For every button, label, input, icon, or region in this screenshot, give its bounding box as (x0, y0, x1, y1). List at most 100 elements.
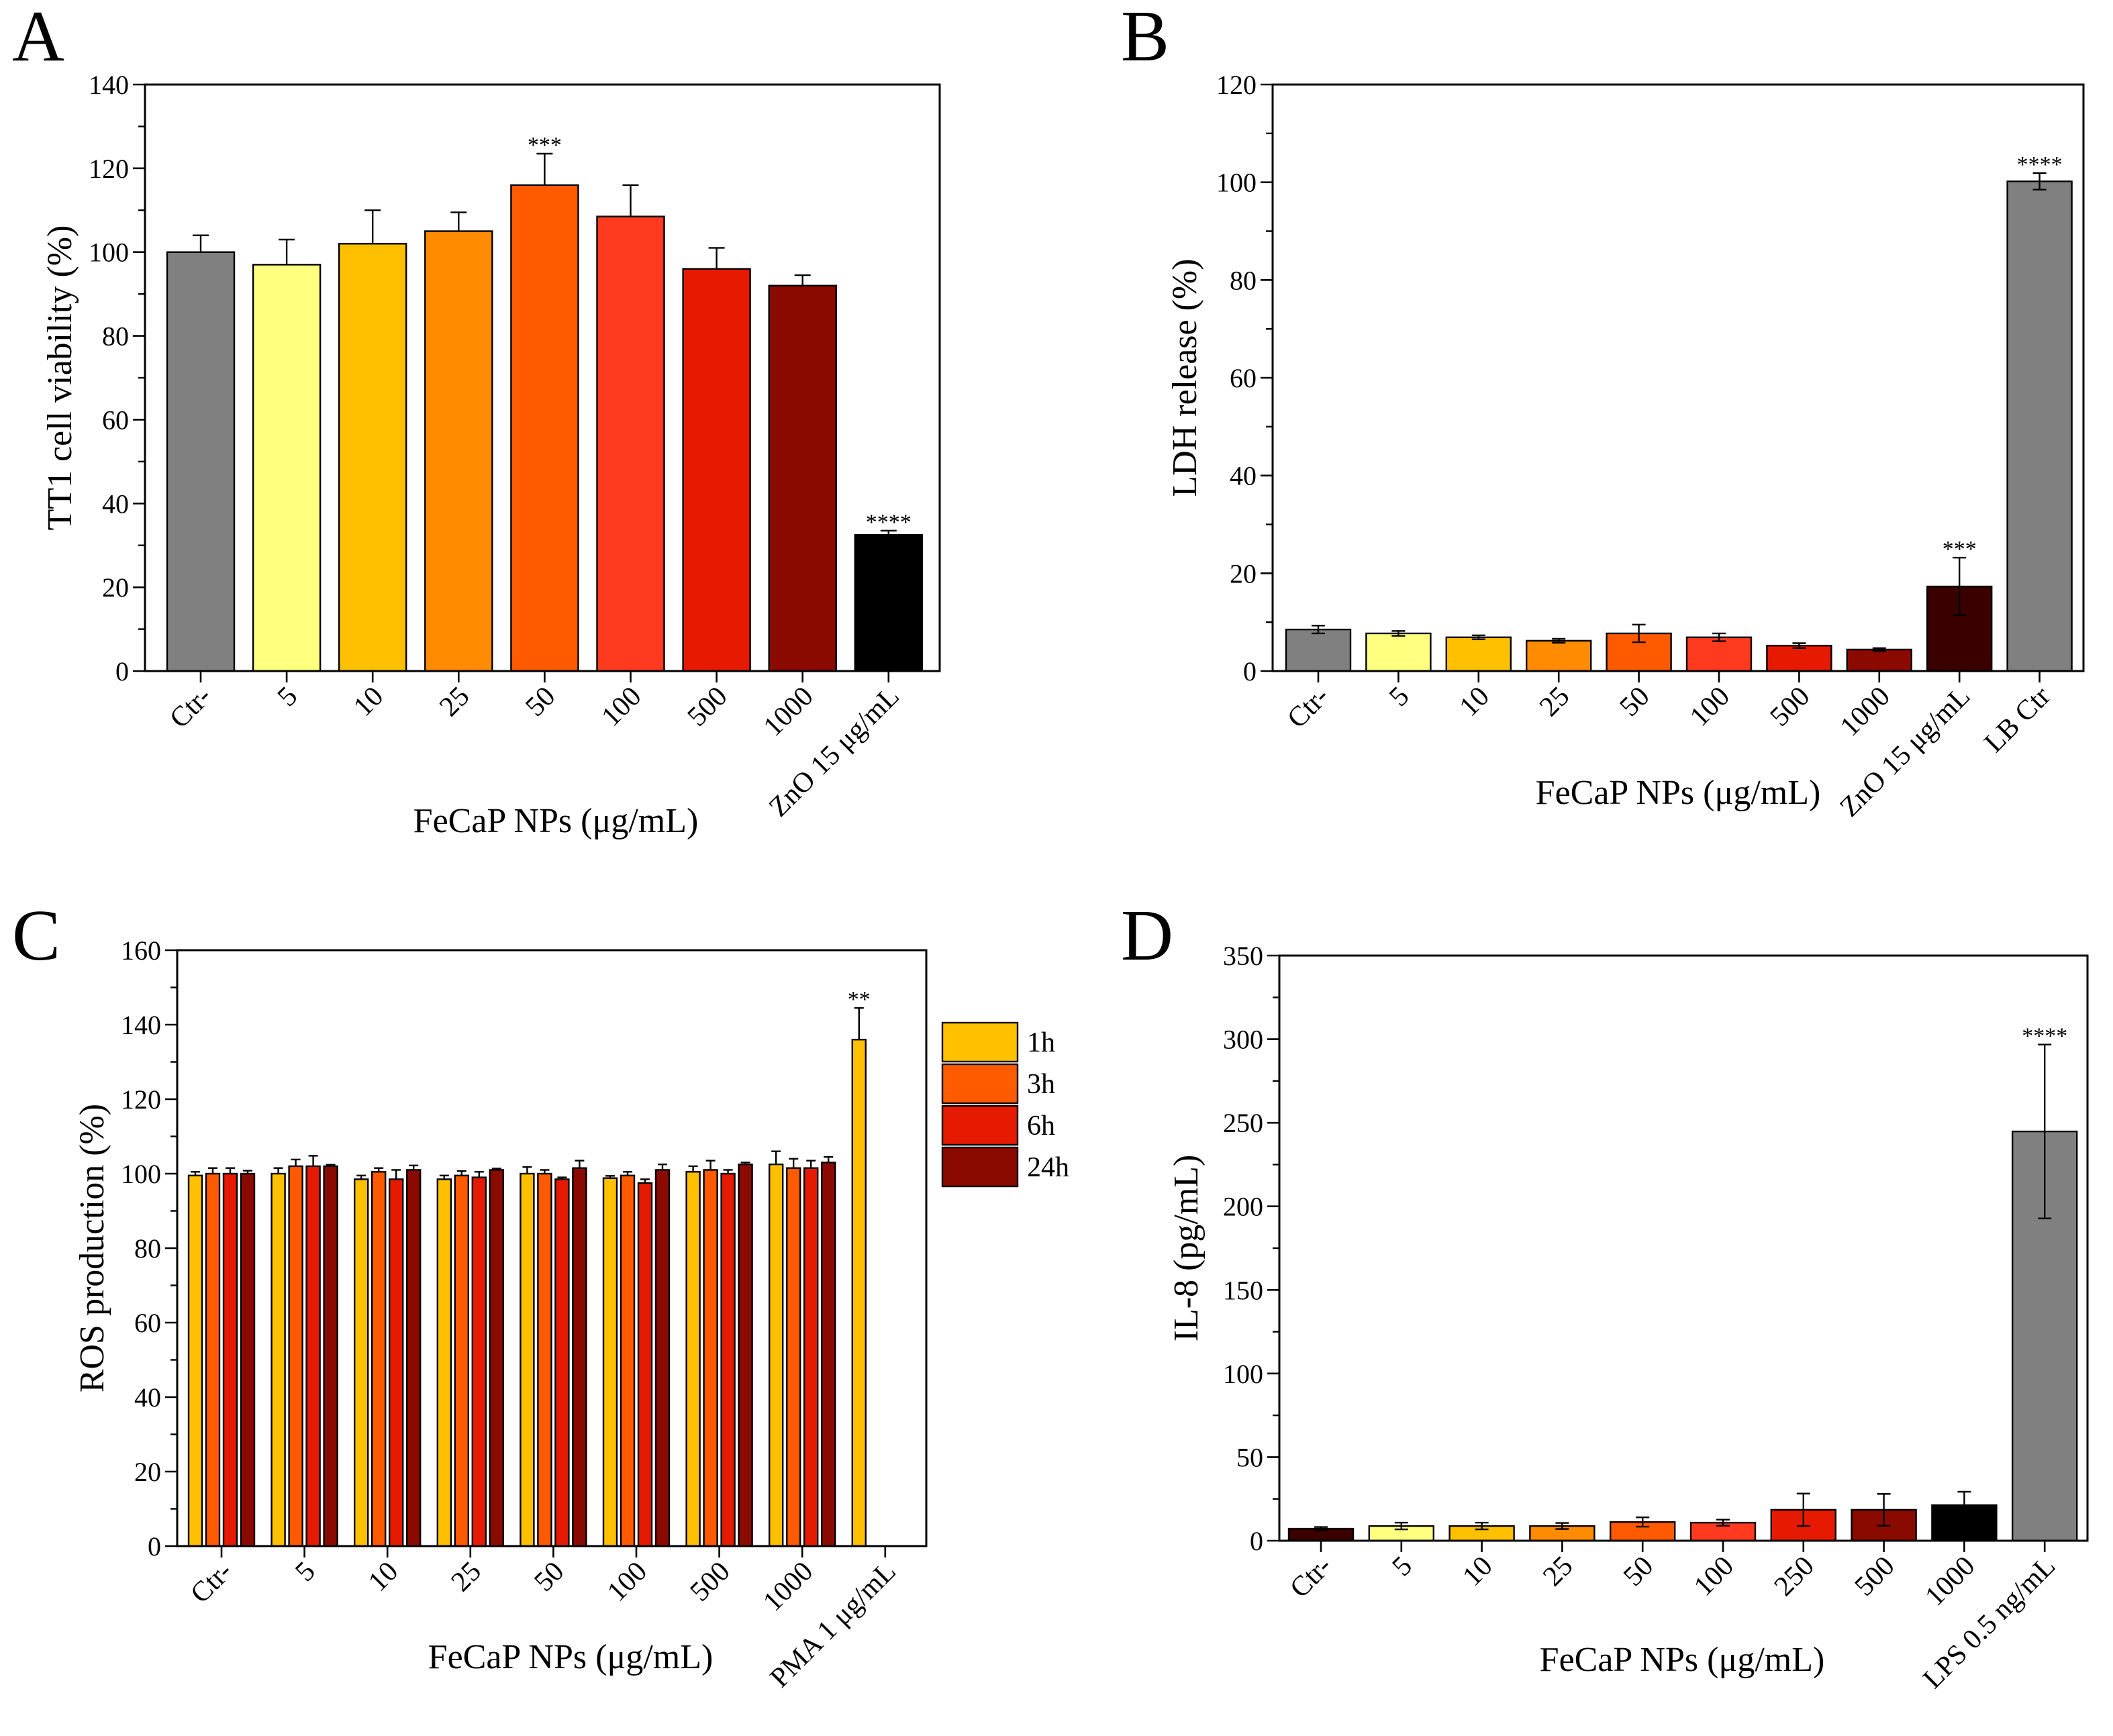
error-bar-c-50-6h (557, 1176, 567, 1180)
bar-c-5-1h (271, 1172, 286, 1547)
legend-item-6h: 6h (941, 1105, 1055, 1146)
bar-c-pma-1-g-ml-1h (851, 1038, 867, 1547)
error-bar-c-ctr-24h (243, 1170, 252, 1174)
error-bar-c-25-24h (491, 1168, 501, 1170)
bar-a-10 (338, 243, 407, 672)
y-tick-label: 0 (1250, 1526, 1263, 1556)
error-bar-b-ctr (1312, 625, 1325, 635)
bar-c-5-6h (305, 1165, 321, 1547)
legend-item-24h: 24h (941, 1146, 1069, 1188)
error-bar-c-25-3h (456, 1170, 466, 1176)
error-bar-d-lps-0-5-ng-ml (2038, 1043, 2052, 1219)
error-bar-b-500 (1792, 642, 1806, 649)
error-bar-a-zno-15-g-ml (880, 529, 897, 535)
bar-a-50 (510, 184, 579, 672)
error-bar-c-500-24h (740, 1162, 750, 1165)
error-bars-c (191, 1007, 864, 1183)
bar-c-25-24h (489, 1169, 504, 1547)
legend-item-3h: 3h (941, 1063, 1055, 1105)
error-bar-a-5 (279, 238, 295, 265)
y-tick-label: 80 (102, 321, 129, 352)
bar-c-1000-1h (768, 1163, 784, 1547)
x-axis-title-d: FeCaP NPs (μg/mL) (1540, 1641, 1825, 1679)
bar-b-100 (1685, 636, 1753, 672)
y-tick-label: 0 (115, 656, 129, 686)
error-bar-a-500 (708, 247, 725, 269)
legend-label-1h: 1h (1027, 1027, 1055, 1058)
y-tick-label: 100 (89, 238, 129, 268)
error-bar-c-500-6h (723, 1169, 733, 1174)
significance-a: ******* (528, 133, 912, 535)
error-bar-b-100 (1712, 632, 1726, 642)
bar-c-1000-24h (820, 1162, 836, 1547)
error-bar-b-1000 (1872, 647, 1886, 652)
y-axis-c: 0 20 40 60 80 100 120 140 160 (121, 935, 177, 1562)
y-tick-label: 50 (1236, 1442, 1263, 1472)
y-tick-label: 200 (1223, 1192, 1263, 1222)
error-bar-c-10-6h (391, 1169, 401, 1180)
bar-c-10-6h (389, 1178, 404, 1547)
bar-b-lb-ctr (2006, 181, 2073, 672)
panel-letter-d: D (1121, 896, 1173, 976)
error-bar-d-25 (1555, 1522, 1569, 1530)
bars-d (1287, 1130, 2078, 1542)
y-tick-label: 120 (89, 154, 129, 184)
bar-c-5-24h (323, 1165, 338, 1547)
bar-c-10-24h (406, 1169, 422, 1547)
y-tick-label: 20 (102, 572, 129, 603)
y-tick-label: 60 (134, 1308, 161, 1338)
error-bar-c-100-6h (640, 1178, 650, 1183)
legend-swatch-24h (941, 1146, 1019, 1188)
error-bar-c-pma-1-g-ml-1h (854, 1007, 864, 1040)
bar-c-100-3h (620, 1174, 636, 1547)
error-bar-c-100-1h (605, 1175, 615, 1178)
error-bar-c-50-3h (540, 1169, 550, 1174)
error-bar-d-50 (1636, 1516, 1650, 1528)
error-bar-d-10 (1475, 1521, 1489, 1531)
y-axis-b: 0 20 40 60 80 100 120 (1216, 70, 1273, 686)
y-axis-title-c: ROS production (%) (73, 1104, 111, 1392)
error-bar-c-25-1h (439, 1174, 449, 1180)
legend-item-1h: 1h (941, 1021, 1055, 1063)
significance-b: ******* (1943, 152, 2063, 562)
bar-b-5 (1365, 632, 1432, 672)
y-tick-label: 250 (1223, 1108, 1263, 1138)
bar-c-500-3h (703, 1169, 718, 1547)
y-tick-label: 20 (1230, 558, 1257, 589)
bar-c-ctr-3h (205, 1172, 221, 1547)
bar-c-100-24h (654, 1169, 671, 1547)
bar-c-ctr-24h (240, 1172, 256, 1547)
bar-a-1000 (768, 285, 837, 672)
error-bar-a-10 (364, 209, 381, 244)
error-bar-c-50-24h (575, 1160, 585, 1168)
error-bar-c-5-24h (326, 1164, 336, 1166)
y-tick-label: 40 (102, 489, 129, 519)
significance-label-lb-ctr: **** (2017, 152, 2063, 177)
y-tick-label: 100 (1223, 1359, 1263, 1389)
y-tick-label: 40 (134, 1382, 161, 1413)
error-bar-c-ctr-3h (208, 1167, 217, 1174)
x-axis-title-b: FeCaP NPs (μg/mL) (1536, 774, 1821, 812)
significance-d: **** (2022, 1024, 2067, 1049)
legend-c: 1h 3h 6h 24h (941, 1021, 1069, 1188)
bar-a-zno-15-g-ml (854, 533, 924, 672)
bar-c-ctr-6h (222, 1172, 238, 1547)
y-axis-title-b: LDH release (%) (1166, 258, 1204, 497)
y-tick-label: 0 (148, 1531, 161, 1562)
bar-c-1000-6h (803, 1167, 819, 1547)
significance-label-zno-15-g-ml: *** (1943, 537, 1977, 562)
error-bars-d (1314, 1043, 2052, 1531)
error-bar-c-5-3h (291, 1158, 301, 1166)
significance-label-50: *** (528, 133, 562, 158)
bar-c-25-1h (436, 1178, 452, 1547)
bar-c-100-1h (602, 1177, 618, 1547)
legend-swatch-3h (941, 1063, 1019, 1105)
error-bars-a (193, 152, 897, 535)
error-bar-d-500 (1877, 1493, 1891, 1527)
error-bar-c-25-6h (474, 1171, 484, 1178)
bar-c-25-3h (454, 1174, 469, 1547)
bar-c-5-3h (288, 1165, 303, 1547)
error-bar-c-5-6h (308, 1155, 318, 1166)
y-axis-title-d: IL-8 (pg/mL) (1167, 1155, 1206, 1342)
legend-label-24h: 24h (1027, 1152, 1069, 1183)
